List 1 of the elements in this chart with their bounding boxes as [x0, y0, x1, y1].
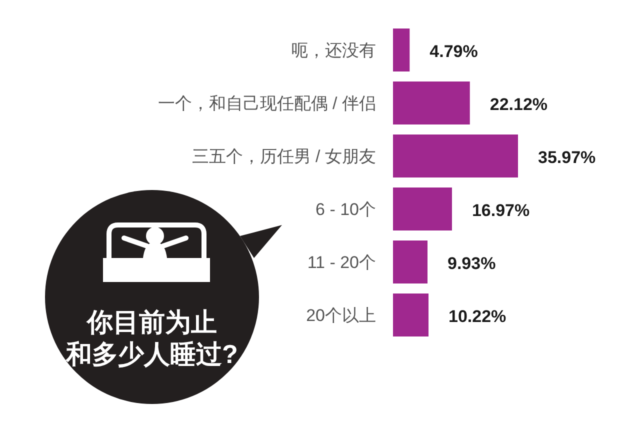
title: 你目前为止和多少人睡过?: [66, 307, 238, 369]
